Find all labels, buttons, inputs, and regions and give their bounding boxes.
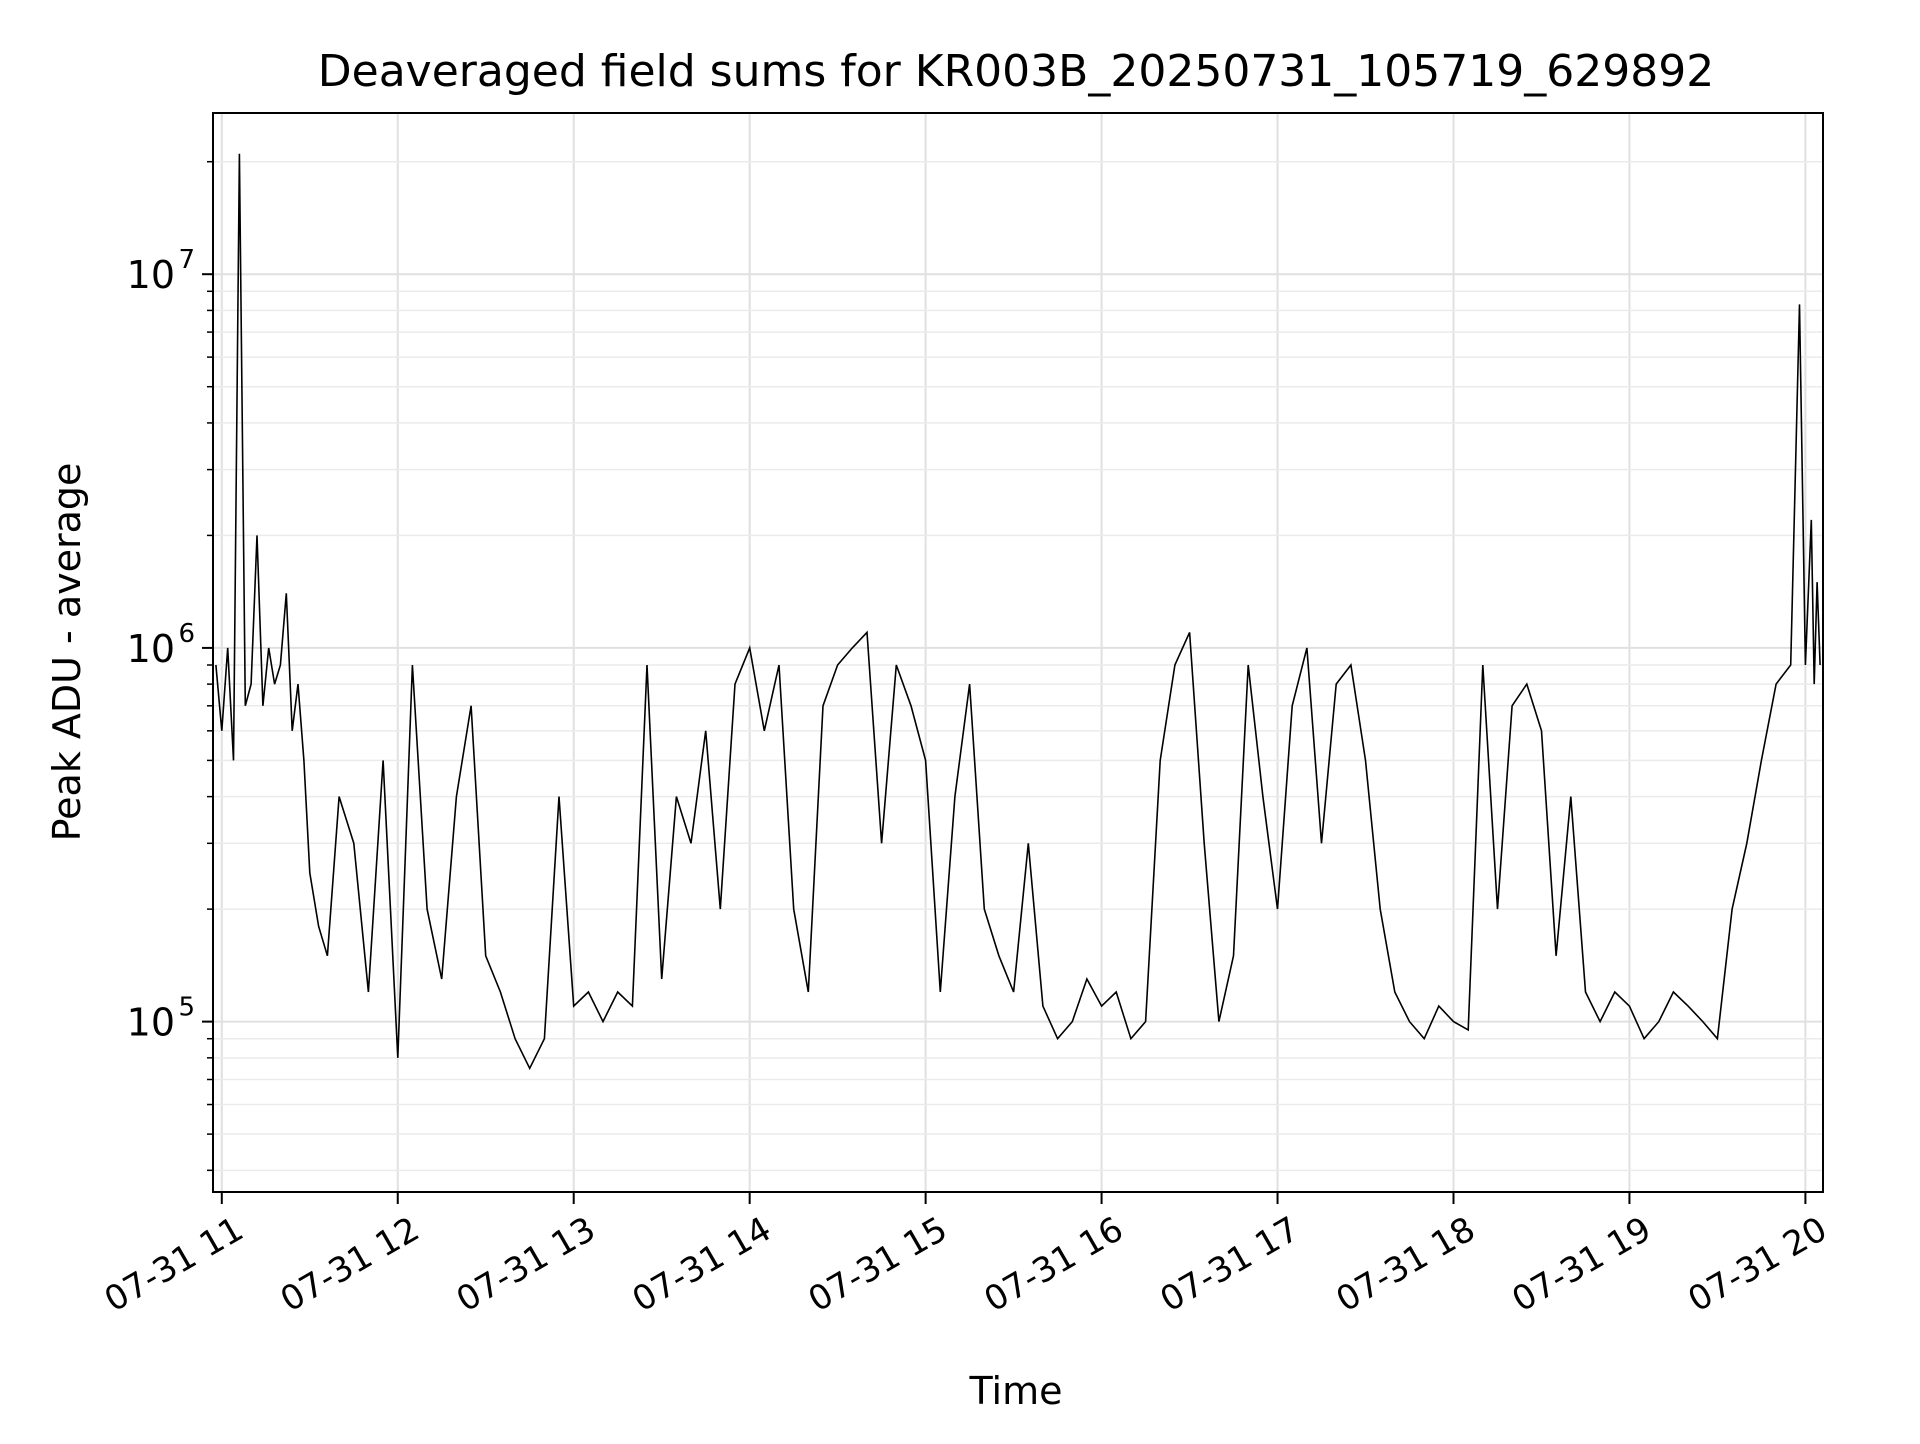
y-tick-exponent: 7 — [178, 245, 195, 275]
grid-lines — [213, 113, 1823, 1192]
y-tick-exponent: 6 — [178, 619, 195, 649]
series-layer — [215, 153, 1821, 1071]
y-tick-label: 10 — [127, 253, 175, 297]
chart-title: Deaveraged field sums for KR003B_2025073… — [318, 46, 1714, 97]
plot-frame — [212, 112, 1824, 1193]
x-axis-label: Time — [969, 1369, 1063, 1413]
series-line — [215, 153, 1821, 1071]
plot-area — [213, 113, 1823, 1192]
y-tick-label: 10 — [127, 1001, 175, 1045]
y-tick-exponent: 5 — [178, 993, 195, 1023]
y-tick-label: 10 — [127, 627, 175, 671]
y-axis-label: Peak ADU - average — [45, 463, 89, 842]
